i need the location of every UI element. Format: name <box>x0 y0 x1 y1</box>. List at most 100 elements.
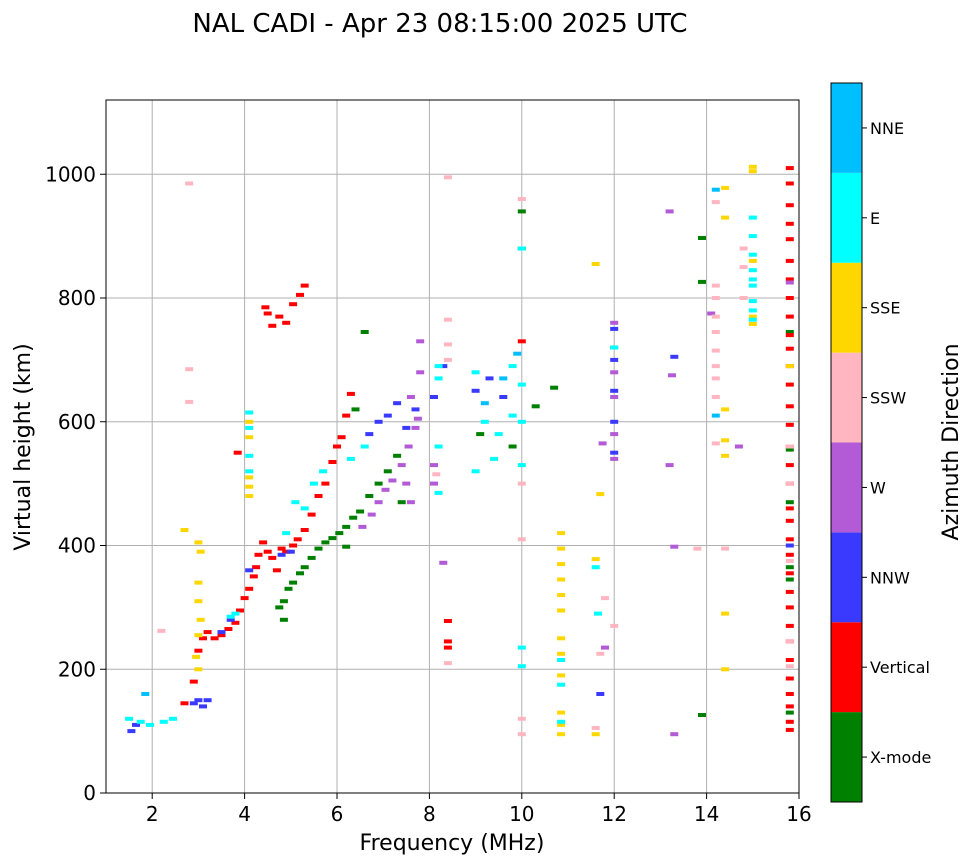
echo-point <box>748 169 757 174</box>
echo-point <box>785 447 794 452</box>
echo-point <box>721 611 730 616</box>
echo-point <box>785 559 794 563</box>
echo-point <box>610 320 619 325</box>
echo-point <box>557 562 566 567</box>
echo-point <box>785 589 794 594</box>
echo-point <box>245 435 254 440</box>
y-tick-label: 0 <box>83 781 96 805</box>
echo-point <box>404 444 413 449</box>
echo-point <box>665 209 674 214</box>
echo-point <box>610 345 619 350</box>
echo-point <box>319 469 328 474</box>
echo-point <box>785 314 794 319</box>
echo-point <box>785 543 794 548</box>
echo-point <box>226 614 235 619</box>
echo-point <box>416 370 425 375</box>
echo-point <box>785 330 794 334</box>
echo-point <box>231 611 240 616</box>
grid-lines <box>106 100 800 794</box>
echo-point <box>381 487 390 492</box>
y-tick-label: 1000 <box>45 162 96 186</box>
echo-point <box>328 536 337 541</box>
echo-point <box>531 404 540 409</box>
echo-point <box>557 673 566 678</box>
echo-point <box>245 425 254 430</box>
echo-point <box>233 450 242 455</box>
echo-point <box>245 494 254 498</box>
echo-point <box>557 658 566 662</box>
echo-point <box>185 367 194 372</box>
series-ssw <box>157 175 794 737</box>
echo-point <box>360 444 369 449</box>
echo-point <box>785 333 794 338</box>
echo-point <box>430 481 438 486</box>
echo-point <box>245 453 254 458</box>
x-tick-label: 14 <box>694 802 719 826</box>
echo-point <box>785 203 794 208</box>
echo-point <box>393 453 402 458</box>
echo-point <box>402 481 411 486</box>
echo-point <box>557 608 566 613</box>
echo-point <box>189 701 198 706</box>
echo-point <box>309 481 318 486</box>
echo-point <box>284 586 293 591</box>
echo-point <box>291 500 300 505</box>
echo-point <box>785 506 794 511</box>
echo-point <box>289 543 298 548</box>
echo-point <box>245 469 254 474</box>
echo-point <box>194 633 203 638</box>
echo-point <box>557 732 566 737</box>
echo-point <box>277 546 286 551</box>
echo-point <box>785 404 794 409</box>
echo-point <box>508 413 517 418</box>
echo-point <box>300 283 309 288</box>
echo-point <box>785 382 794 387</box>
chart-title: NAL CADI - Apr 23 08:15:00 2025 UTC <box>192 9 687 39</box>
colorbar: X-mode Vertical NNW W SSW SSE E NNE <box>831 83 931 802</box>
echo-point <box>517 209 526 214</box>
colorbar-tick-label: SSE <box>870 299 900 318</box>
echo-point <box>346 391 355 396</box>
echo-point <box>594 611 602 616</box>
echo-point <box>711 283 720 288</box>
echo-point <box>785 500 794 505</box>
echo-point <box>169 716 177 721</box>
echo-point <box>194 698 203 703</box>
echo-point <box>443 645 452 650</box>
echo-point <box>132 722 140 727</box>
echo-point <box>785 422 794 427</box>
echo-point <box>439 364 448 369</box>
series-nnw <box>127 326 794 734</box>
echo-point <box>406 395 415 399</box>
echo-point <box>785 296 794 300</box>
echo-point <box>443 661 452 666</box>
echo-point <box>748 258 757 263</box>
echo-point <box>785 237 794 242</box>
echo-point <box>443 175 452 180</box>
echo-point <box>785 623 794 628</box>
echo-point <box>748 308 757 313</box>
echo-point <box>217 633 226 638</box>
echo-point <box>397 463 406 468</box>
echo-point <box>610 388 619 393</box>
echo-point <box>513 351 522 356</box>
echo-point <box>739 246 748 251</box>
echo-point <box>365 494 374 498</box>
echo-point <box>383 413 392 418</box>
echo-point <box>349 515 358 520</box>
echo-point <box>748 283 757 288</box>
echo-point <box>711 395 720 399</box>
y-tick-label: 600 <box>58 410 96 434</box>
echo-point <box>785 221 794 226</box>
echo-point <box>601 596 609 601</box>
echo-point <box>596 492 605 497</box>
echo-point <box>356 509 365 514</box>
echo-point <box>192 654 201 659</box>
echo-point <box>517 339 526 344</box>
echo-point <box>748 215 757 220</box>
echo-point <box>557 546 566 551</box>
echo-point <box>698 236 706 240</box>
echo-point <box>785 181 794 186</box>
echo-point <box>711 187 720 192</box>
echo-point <box>557 719 566 724</box>
